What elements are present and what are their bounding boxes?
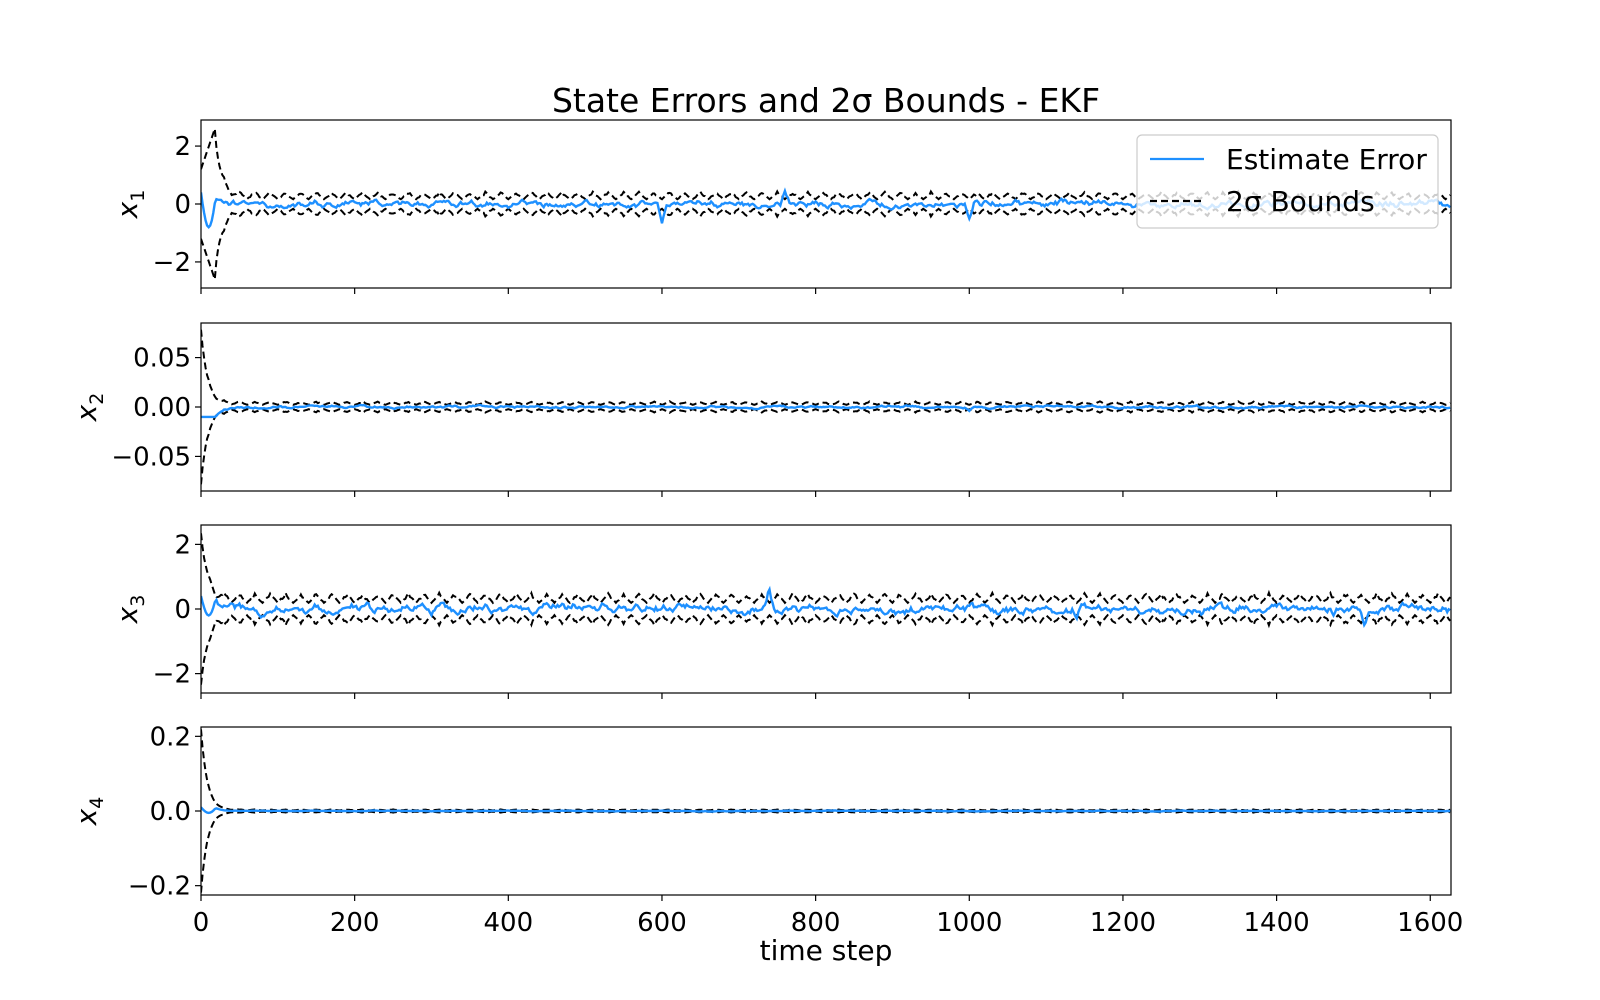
y-axis-label: x1 [111,190,149,220]
upper-bound-line [201,329,1451,406]
x-axis-label: time step [760,934,893,967]
x-tick-label: 0 [193,908,210,938]
y-tick-label: 2 [174,132,191,162]
y-tick-label: −2 [153,248,191,278]
x-tick-label: 1200 [1090,908,1156,938]
x-tick-label: 1600 [1397,908,1463,938]
plot-area-3 [201,533,1451,685]
legend-label: 2σ Bounds [1226,185,1375,218]
y-axis-label: x3 [111,595,149,625]
y-tick-label: −2 [153,660,191,690]
estimate-error-line [201,403,1451,419]
upper-bound-line [201,533,1451,605]
y-tick-label: 0.2 [150,722,191,752]
y-axis-label: x2 [70,393,108,423]
y-tick-label: −0.05 [111,442,191,472]
y-tick-label: 0.00 [133,393,191,423]
y-tick-label: 0 [174,595,191,625]
x-tick-label: 600 [637,908,687,938]
lower-bound-line [201,207,1451,280]
x-tick-label: 200 [330,908,380,938]
legend-label: Estimate Error [1226,143,1427,176]
y-tick-label: −0.2 [128,872,191,902]
y-tick-label: 0 [174,190,191,220]
x-tick-label: 1400 [1244,908,1310,938]
estimate-error-line [201,585,1451,629]
y-tick-label: 0.05 [133,344,191,374]
plot-area-2 [201,329,1451,485]
upper-bound-line [201,128,1451,201]
x-tick-label: 400 [483,908,533,938]
subplot-3: 2 0 −2 x3 [111,524,1452,699]
x-tick-label: 1000 [936,908,1002,938]
chart-title: State Errors and 2σ Bounds - EKF [552,81,1100,120]
legend: Estimate Error 2σ Bounds [1136,134,1439,229]
y-tick-label: 0.0 [150,797,191,827]
subplot-4: 0.2 0.0 −0.2 x4 0 200 400 600 800 1000 1200 1400 160… [70,722,1463,938]
lower-bound-line [201,408,1451,485]
y-tick-label: 2 [174,530,191,560]
x-tick-label: 800 [791,908,841,938]
lower-bound-line [201,613,1451,685]
plot-area-4 [201,729,1451,893]
legend-box [1136,134,1439,229]
y-axis-label: x4 [70,797,108,827]
estimate-error-line [201,806,1451,815]
